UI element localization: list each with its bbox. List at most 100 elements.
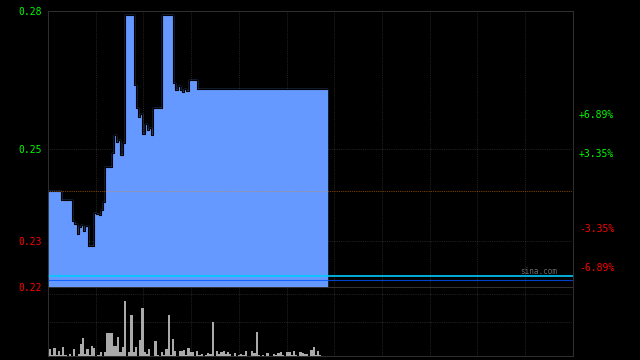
Bar xyxy=(273,354,275,356)
Bar xyxy=(179,351,181,356)
Bar xyxy=(319,355,321,356)
Bar xyxy=(139,339,141,356)
Bar xyxy=(62,347,65,356)
Bar xyxy=(51,355,54,356)
Bar xyxy=(300,351,301,356)
Bar xyxy=(148,349,150,356)
Bar xyxy=(238,355,240,356)
Bar xyxy=(172,339,174,356)
Bar xyxy=(181,351,183,356)
Bar xyxy=(216,351,218,356)
Bar xyxy=(163,355,166,356)
Bar xyxy=(317,351,319,356)
Bar xyxy=(104,352,106,356)
Bar xyxy=(225,354,227,356)
Bar xyxy=(218,354,220,356)
Bar xyxy=(234,352,236,356)
Bar xyxy=(88,355,91,356)
Bar xyxy=(124,301,126,356)
Bar xyxy=(82,338,84,356)
Bar xyxy=(122,347,124,356)
Bar xyxy=(205,355,207,356)
Bar xyxy=(306,354,308,356)
Bar xyxy=(207,353,209,356)
Bar xyxy=(188,348,189,356)
Bar xyxy=(209,354,212,356)
Bar xyxy=(198,355,200,356)
Bar xyxy=(229,354,231,356)
Bar xyxy=(77,354,80,356)
Bar xyxy=(251,351,253,356)
Bar xyxy=(143,352,146,356)
Bar xyxy=(49,349,51,356)
Bar xyxy=(58,351,60,356)
Bar xyxy=(192,351,194,356)
Bar xyxy=(47,353,49,356)
Bar xyxy=(185,355,188,356)
Bar xyxy=(91,346,93,356)
Bar xyxy=(278,354,280,356)
Bar xyxy=(80,345,82,356)
Bar xyxy=(293,351,295,356)
Bar xyxy=(275,355,278,356)
Bar xyxy=(312,347,315,356)
Bar xyxy=(111,333,113,356)
Bar xyxy=(168,315,170,356)
Bar xyxy=(295,355,297,356)
Bar xyxy=(286,352,289,356)
Bar xyxy=(135,347,137,356)
Text: sina.com: sina.com xyxy=(520,267,557,276)
Bar xyxy=(54,348,56,356)
Bar xyxy=(212,322,214,356)
Bar xyxy=(196,351,198,356)
Bar xyxy=(244,351,247,356)
Bar xyxy=(117,337,120,356)
Bar xyxy=(170,355,172,356)
Bar xyxy=(262,355,264,356)
Bar xyxy=(146,354,148,356)
Bar xyxy=(223,351,225,356)
Bar xyxy=(108,333,111,356)
Bar xyxy=(183,350,185,356)
Bar xyxy=(93,348,95,356)
Bar xyxy=(154,341,157,356)
Bar xyxy=(73,349,76,356)
Bar xyxy=(106,333,108,356)
Bar xyxy=(266,353,269,356)
Bar xyxy=(220,352,223,356)
Bar xyxy=(301,353,304,356)
Bar xyxy=(315,355,317,356)
Bar xyxy=(174,351,177,356)
Bar xyxy=(157,355,159,356)
Bar xyxy=(65,355,67,356)
Bar xyxy=(120,352,122,356)
Bar xyxy=(258,355,260,356)
Bar xyxy=(115,346,117,356)
Bar xyxy=(200,354,203,356)
Bar xyxy=(131,315,132,356)
Bar xyxy=(166,349,168,356)
Bar xyxy=(255,332,258,356)
Bar xyxy=(86,349,88,356)
Bar xyxy=(128,352,131,356)
Bar xyxy=(69,354,71,356)
Bar xyxy=(304,355,306,356)
Bar xyxy=(240,354,243,356)
Bar xyxy=(253,353,255,356)
Bar xyxy=(289,352,291,356)
Bar xyxy=(243,355,244,356)
Bar xyxy=(100,352,102,356)
Bar xyxy=(189,352,192,356)
Bar xyxy=(161,352,163,356)
Bar xyxy=(227,352,229,356)
Bar xyxy=(132,352,135,356)
Bar xyxy=(84,354,86,356)
Bar xyxy=(97,355,100,356)
Bar xyxy=(141,308,143,356)
Bar xyxy=(60,355,62,356)
Bar xyxy=(291,355,293,356)
Bar xyxy=(113,346,115,356)
Bar xyxy=(280,352,282,356)
Bar xyxy=(56,355,58,356)
Bar xyxy=(310,350,312,356)
